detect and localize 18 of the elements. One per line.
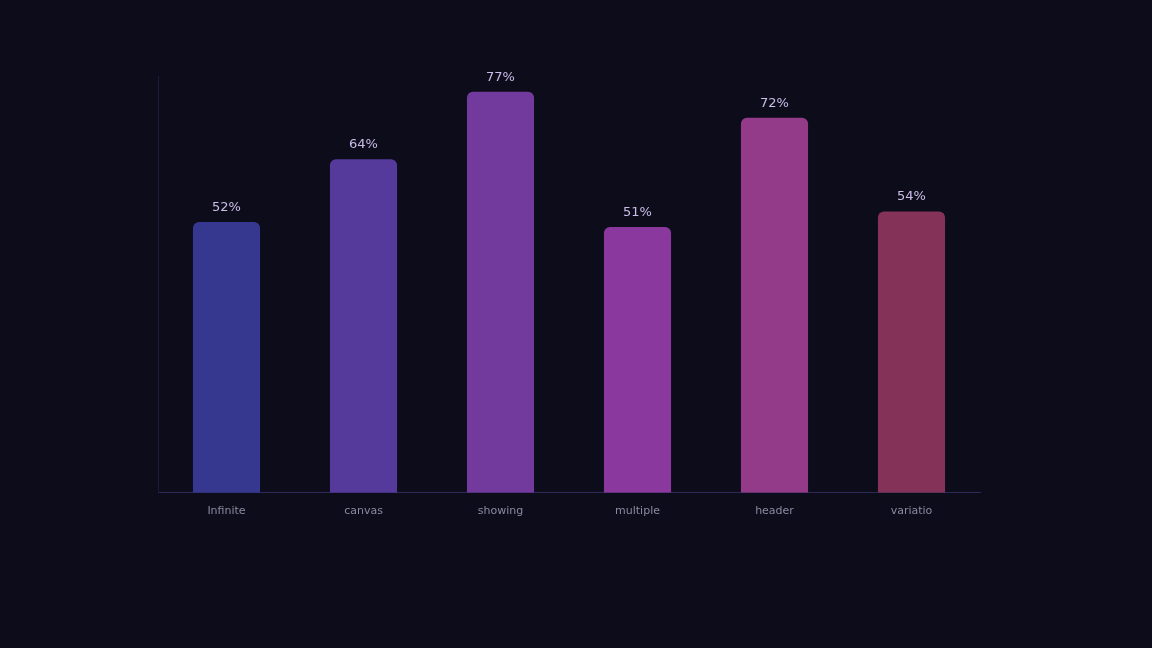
bar [603,227,672,493]
bar [740,117,809,493]
bar [877,211,946,493]
data-label: 54% [897,188,926,204]
bar [192,221,261,493]
data-label: 51% [623,203,652,219]
data-label: 77% [486,68,515,84]
bar [329,159,398,493]
data-label: 72% [760,94,789,110]
x-tick-label: canvas [344,504,384,518]
bar [466,91,535,493]
x-tick-label: header [755,504,795,518]
x-tick-label: Infinite [207,504,246,518]
x-tick-label: multiple [615,504,661,518]
data-label: 64% [349,136,378,152]
x-tick-label: variatio [890,504,933,518]
x-tick-label: showing [477,504,524,518]
data-label: 52% [212,198,241,214]
